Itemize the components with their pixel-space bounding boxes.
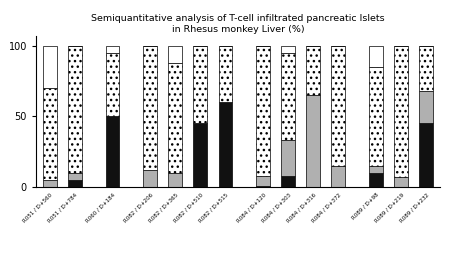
Bar	[106, 53, 119, 116]
Bar	[168, 173, 182, 187]
Bar	[256, 46, 270, 176]
Bar	[419, 91, 433, 123]
Bar	[369, 67, 383, 166]
Bar	[369, 166, 383, 173]
Bar	[68, 46, 82, 173]
Bar	[43, 88, 57, 180]
Bar	[219, 102, 232, 187]
Bar	[394, 177, 408, 187]
Bar	[281, 46, 295, 53]
Bar	[306, 46, 320, 95]
Bar	[106, 46, 119, 53]
Bar	[68, 180, 82, 187]
Bar	[106, 116, 119, 187]
Bar	[143, 170, 157, 187]
Bar	[419, 46, 433, 91]
Bar	[419, 123, 433, 187]
Bar	[306, 95, 320, 187]
Bar	[194, 46, 207, 123]
Bar	[219, 46, 232, 102]
Bar	[331, 46, 345, 166]
Bar	[281, 53, 295, 140]
Bar	[394, 46, 408, 177]
Bar	[331, 166, 345, 187]
Bar	[369, 46, 383, 67]
Bar	[369, 173, 383, 187]
Bar	[281, 140, 295, 176]
Bar	[194, 123, 207, 187]
Bar	[281, 176, 295, 187]
Bar	[143, 46, 157, 170]
Bar	[168, 63, 182, 173]
Bar	[68, 173, 82, 180]
Bar	[256, 176, 270, 186]
Bar	[43, 46, 57, 88]
Title: Semiquantitative analysis of T-cell infiltrated pancreatic Islets
in Rhesus monk: Semiquantitative analysis of T-cell infi…	[91, 14, 385, 34]
Bar	[168, 46, 182, 63]
Bar	[43, 180, 57, 187]
Bar	[256, 186, 270, 187]
